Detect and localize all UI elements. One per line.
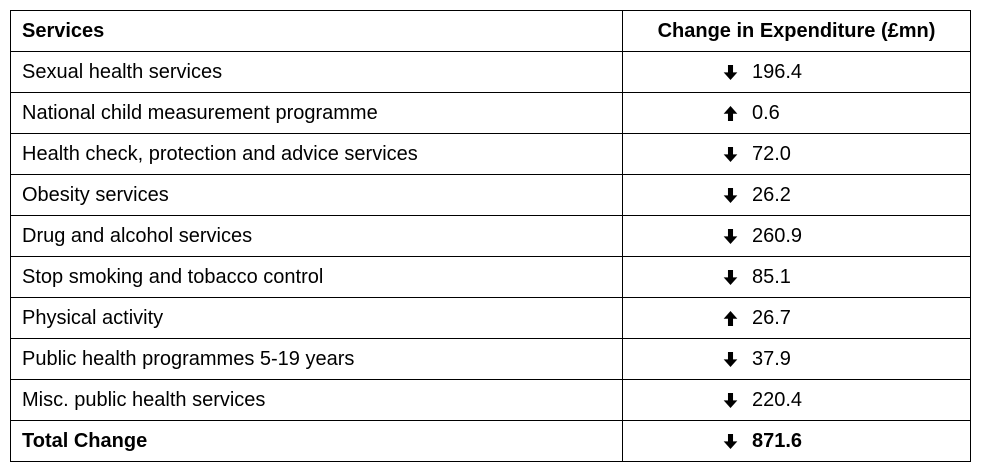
up-arrow-icon (723, 105, 738, 122)
service-name-cell: Sexual health services (10, 51, 623, 93)
column-header-services: Services (10, 10, 623, 52)
table-row: Stop smoking and tobacco control 85.1 (10, 256, 971, 298)
expenditure-value: 72.0 (752, 143, 791, 165)
value-group: 0.6 (624, 94, 970, 133)
expenditure-value: 220.4 (752, 389, 803, 411)
expenditure-change-cell: 26.7 (622, 297, 971, 339)
table-row: Health check, protection and advice serv… (10, 133, 971, 175)
table-row: Obesity services 26.2 (10, 174, 971, 216)
header-row: Services Change in Expenditure (£mn) (10, 10, 971, 52)
value-group: 260.9 (624, 217, 970, 256)
expenditure-change-cell: 196.4 (622, 51, 971, 93)
value-group: 37.9 (624, 340, 970, 379)
service-name-cell: Stop smoking and tobacco control (10, 256, 623, 298)
service-name-cell: Public health programmes 5-19 years (10, 338, 623, 380)
value-group: 871.6 (624, 422, 970, 461)
down-arrow-icon (723, 392, 738, 409)
expenditure-value: 196.4 (752, 61, 803, 83)
table-row: Drug and alcohol services 260.9 (10, 215, 971, 257)
value-group: 85.1 (624, 258, 970, 297)
expenditure-table: Services Change in Expenditure (£mn) Sex… (10, 10, 971, 462)
table-row: Total Change 871.6 (10, 420, 971, 462)
value-group: 220.4 (624, 381, 970, 420)
table-row: National child measurement programme 0.6 (10, 92, 971, 134)
table-row: Public health programmes 5-19 years 37.9 (10, 338, 971, 380)
expenditure-value: 871.6 (752, 430, 803, 452)
expenditure-value: 37.9 (752, 348, 791, 370)
expenditure-change-cell: 871.6 (622, 420, 971, 462)
expenditure-value: 260.9 (752, 225, 803, 247)
expenditure-value: 26.7 (752, 307, 791, 329)
table-row: Misc. public health services 220.4 (10, 379, 971, 421)
down-arrow-icon (723, 187, 738, 204)
service-name-cell: Misc. public health services (10, 379, 623, 421)
down-arrow-icon (723, 351, 738, 368)
service-name-cell: Obesity services (10, 174, 623, 216)
service-name-cell: Total Change (10, 420, 623, 462)
value-group: 26.7 (624, 299, 970, 338)
expenditure-value: 0.6 (752, 102, 780, 124)
value-group: 196.4 (624, 53, 970, 92)
expenditure-change-cell: 85.1 (622, 256, 971, 298)
expenditure-change-cell: 260.9 (622, 215, 971, 257)
value-group: 72.0 (624, 135, 970, 174)
expenditure-change-cell: 26.2 (622, 174, 971, 216)
table-row: Sexual health services 196.4 (10, 51, 971, 93)
expenditure-change-cell: 37.9 (622, 338, 971, 380)
expenditure-table-container: Services Change in Expenditure (£mn) Sex… (10, 10, 971, 462)
expenditure-change-cell: 0.6 (622, 92, 971, 134)
table-row: Physical activity 26.7 (10, 297, 971, 339)
service-name-cell: National child measurement programme (10, 92, 623, 134)
service-name-cell: Drug and alcohol services (10, 215, 623, 257)
service-name-cell: Health check, protection and advice serv… (10, 133, 623, 175)
service-name-cell: Physical activity (10, 297, 623, 339)
expenditure-value: 85.1 (752, 266, 791, 288)
down-arrow-icon (723, 269, 738, 286)
down-arrow-icon (723, 228, 738, 245)
down-arrow-icon (723, 64, 738, 81)
expenditure-value: 26.2 (752, 184, 791, 206)
value-group: 26.2 (624, 176, 970, 215)
expenditure-change-cell: 220.4 (622, 379, 971, 421)
expenditure-change-cell: 72.0 (622, 133, 971, 175)
down-arrow-icon (723, 146, 738, 163)
down-arrow-icon (723, 433, 738, 450)
up-arrow-icon (723, 310, 738, 327)
column-header-change-in-expenditure: Change in Expenditure (£mn) (622, 10, 971, 52)
